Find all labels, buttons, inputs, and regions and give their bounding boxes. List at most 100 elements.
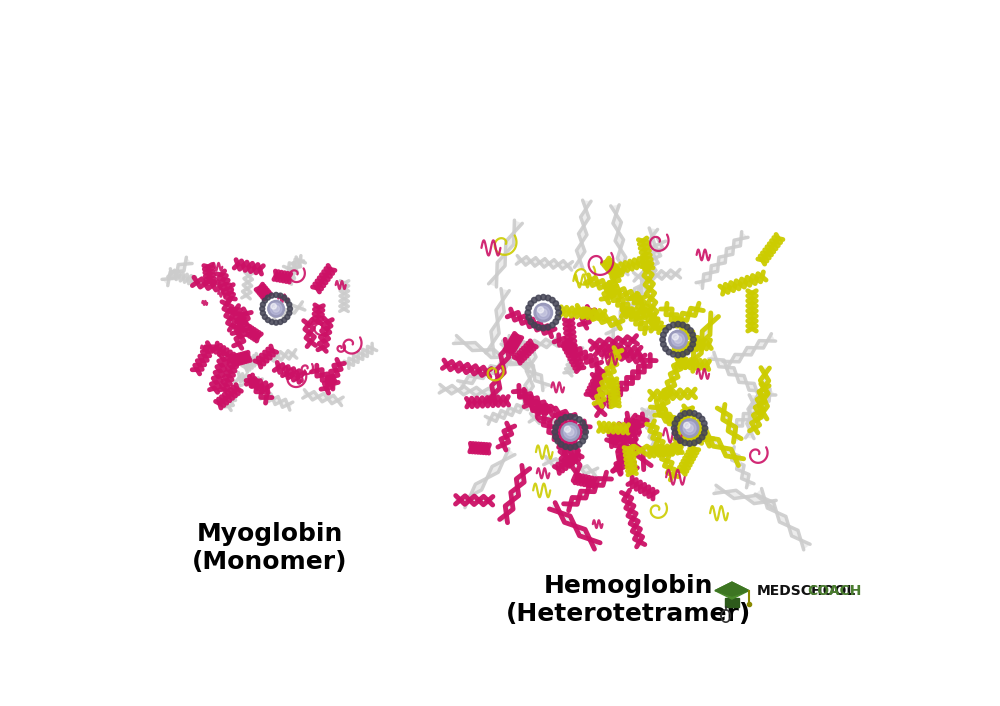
Polygon shape	[274, 362, 304, 381]
Polygon shape	[213, 343, 234, 361]
Circle shape	[545, 325, 551, 330]
Polygon shape	[634, 270, 680, 281]
Polygon shape	[685, 313, 718, 371]
Circle shape	[278, 320, 283, 325]
Polygon shape	[715, 582, 749, 599]
Circle shape	[552, 429, 558, 435]
Polygon shape	[246, 376, 271, 393]
Polygon shape	[619, 419, 651, 469]
Polygon shape	[311, 365, 338, 389]
Polygon shape	[217, 271, 235, 302]
Polygon shape	[223, 382, 242, 410]
Polygon shape	[676, 358, 709, 369]
Circle shape	[273, 306, 279, 312]
Circle shape	[686, 424, 693, 432]
Polygon shape	[586, 368, 606, 398]
Polygon shape	[544, 456, 598, 477]
Circle shape	[702, 426, 708, 431]
Polygon shape	[676, 358, 709, 369]
Polygon shape	[649, 444, 682, 457]
Polygon shape	[213, 343, 234, 361]
Polygon shape	[234, 260, 263, 274]
Polygon shape	[503, 335, 549, 390]
Polygon shape	[168, 269, 195, 285]
Circle shape	[528, 301, 534, 306]
Polygon shape	[684, 408, 702, 445]
Polygon shape	[634, 270, 680, 281]
Circle shape	[567, 429, 574, 436]
Circle shape	[287, 306, 292, 311]
Polygon shape	[236, 373, 262, 387]
Circle shape	[556, 310, 561, 316]
Polygon shape	[611, 205, 628, 276]
Circle shape	[687, 410, 692, 416]
Circle shape	[553, 319, 559, 325]
Polygon shape	[682, 421, 704, 444]
Polygon shape	[210, 355, 229, 393]
Polygon shape	[714, 485, 776, 508]
Polygon shape	[303, 390, 343, 405]
Polygon shape	[466, 397, 509, 407]
Polygon shape	[162, 257, 192, 286]
Circle shape	[282, 318, 287, 323]
Circle shape	[274, 292, 279, 297]
Polygon shape	[256, 285, 270, 299]
Polygon shape	[304, 320, 316, 347]
Circle shape	[701, 430, 707, 436]
Polygon shape	[595, 347, 641, 356]
Polygon shape	[661, 304, 703, 349]
Polygon shape	[638, 238, 653, 270]
Polygon shape	[592, 373, 605, 416]
Polygon shape	[678, 445, 699, 474]
Polygon shape	[304, 320, 316, 347]
Polygon shape	[727, 447, 754, 488]
Polygon shape	[453, 335, 532, 371]
Polygon shape	[439, 385, 501, 397]
Polygon shape	[608, 378, 619, 407]
Polygon shape	[594, 347, 622, 407]
Polygon shape	[498, 423, 515, 450]
Polygon shape	[311, 365, 338, 389]
Polygon shape	[634, 446, 672, 455]
Circle shape	[287, 302, 292, 307]
Circle shape	[555, 305, 561, 311]
Polygon shape	[210, 355, 229, 393]
Polygon shape	[723, 334, 776, 369]
Circle shape	[262, 314, 267, 319]
Circle shape	[680, 322, 686, 328]
Polygon shape	[204, 265, 215, 283]
Circle shape	[699, 417, 705, 422]
Polygon shape	[608, 290, 651, 333]
Circle shape	[260, 311, 265, 316]
Polygon shape	[554, 450, 582, 474]
Circle shape	[531, 297, 537, 303]
Polygon shape	[619, 419, 651, 469]
Polygon shape	[613, 413, 635, 473]
Polygon shape	[758, 368, 769, 419]
Text: Hemoglobin
(Heterotetramer): Hemoglobin (Heterotetramer)	[505, 575, 751, 626]
Polygon shape	[608, 290, 651, 333]
Circle shape	[260, 306, 265, 311]
Polygon shape	[216, 385, 241, 408]
Polygon shape	[217, 271, 235, 302]
Circle shape	[534, 304, 553, 322]
Circle shape	[555, 438, 561, 444]
Polygon shape	[219, 359, 238, 393]
Circle shape	[541, 294, 546, 300]
Polygon shape	[232, 309, 251, 337]
Polygon shape	[758, 234, 783, 264]
Circle shape	[260, 302, 265, 307]
Polygon shape	[242, 265, 254, 299]
Circle shape	[526, 315, 531, 320]
Circle shape	[553, 424, 558, 430]
Polygon shape	[564, 319, 576, 351]
Polygon shape	[603, 354, 656, 407]
Polygon shape	[453, 335, 532, 371]
Polygon shape	[599, 423, 629, 433]
Polygon shape	[606, 426, 637, 472]
Polygon shape	[223, 382, 242, 410]
Polygon shape	[456, 496, 493, 505]
Circle shape	[553, 434, 558, 440]
Polygon shape	[232, 309, 251, 337]
Polygon shape	[519, 389, 551, 413]
